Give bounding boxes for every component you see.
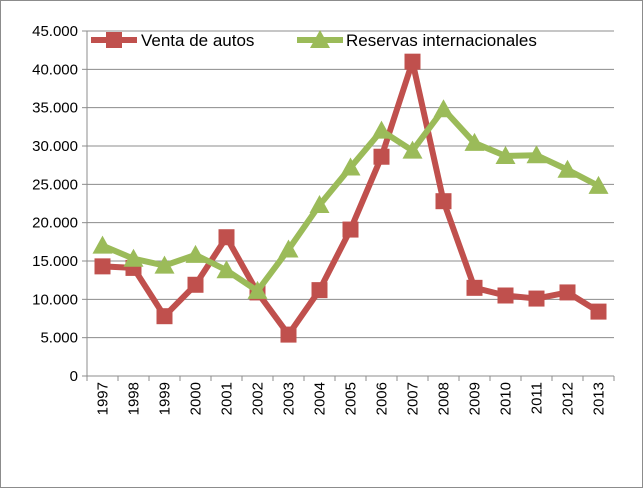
data-point bbox=[154, 255, 175, 274]
data-point bbox=[557, 159, 578, 178]
y-tick-label: 45.000 bbox=[32, 23, 78, 40]
y-tick-labels: 0 5.000 10.000 15.000 20.000 25.000 30.000 35.0… bbox=[32, 23, 78, 385]
data-point bbox=[402, 140, 423, 159]
x-tick-label: 1999 bbox=[157, 382, 174, 415]
x-tick-label: 2012 bbox=[560, 382, 577, 415]
x-tick-label: 1998 bbox=[126, 382, 143, 415]
x-tick-label: 1997 bbox=[95, 382, 112, 415]
x-tick-label: 2009 bbox=[467, 382, 484, 415]
data-point bbox=[247, 280, 268, 299]
data-point bbox=[404, 53, 421, 70]
data-point bbox=[371, 120, 392, 139]
data-point bbox=[588, 175, 609, 194]
legend: Venta de autos Reservas internacionales bbox=[91, 30, 537, 50]
y-tick-label: 25.000 bbox=[32, 176, 78, 193]
x-tick-label: 2006 bbox=[374, 382, 391, 415]
data-point bbox=[123, 248, 144, 267]
data-point bbox=[497, 287, 514, 304]
y-tick-label: 10.000 bbox=[32, 291, 78, 308]
series-2 bbox=[92, 99, 609, 299]
legend-label: Reservas internacionales bbox=[346, 31, 537, 50]
y-tick-label: 35.000 bbox=[32, 100, 78, 117]
data-point bbox=[495, 145, 516, 164]
y-tick-label: 20.000 bbox=[32, 215, 78, 232]
axes bbox=[82, 30, 615, 381]
y-tick-label: 0 bbox=[70, 368, 78, 385]
legend-marker bbox=[310, 30, 330, 48]
x-tick-label: 2005 bbox=[343, 382, 360, 415]
legend-label: Venta de autos bbox=[141, 31, 254, 50]
y-tick-label: 5.000 bbox=[40, 330, 78, 347]
data-point bbox=[466, 279, 483, 296]
data-point bbox=[94, 258, 111, 275]
data-point bbox=[528, 290, 545, 307]
x-tick-label: 2003 bbox=[281, 382, 298, 415]
x-tick-label: 2011 bbox=[529, 382, 546, 414]
data-point bbox=[309, 195, 330, 214]
data-point bbox=[373, 148, 390, 165]
x-tick-label: 2007 bbox=[405, 382, 422, 415]
legend-entry-2: Reservas internacionales bbox=[297, 30, 537, 50]
x-tick-label: 2004 bbox=[312, 382, 329, 415]
y-tick-label: 30.000 bbox=[32, 138, 78, 155]
legend-marker bbox=[106, 32, 122, 48]
data-point bbox=[526, 145, 547, 164]
data-point bbox=[559, 284, 576, 301]
x-tick-label: 2010 bbox=[498, 382, 515, 415]
series-line bbox=[99, 58, 602, 338]
data-point bbox=[156, 308, 173, 325]
series-layer bbox=[92, 53, 609, 343]
data-point bbox=[218, 229, 235, 246]
data-point bbox=[342, 221, 359, 238]
series-line bbox=[99, 106, 602, 294]
data-point bbox=[311, 282, 328, 299]
data-point bbox=[340, 157, 361, 176]
x-tick-label: 2001 bbox=[219, 382, 236, 415]
data-point bbox=[278, 239, 299, 258]
x-tick-label: 2013 bbox=[591, 382, 608, 415]
data-point bbox=[92, 235, 113, 254]
data-point bbox=[280, 326, 297, 343]
gridlines bbox=[87, 30, 614, 339]
data-point bbox=[464, 132, 485, 151]
data-point bbox=[590, 303, 607, 320]
data-point bbox=[435, 193, 452, 210]
x-tick-label: 2000 bbox=[188, 382, 205, 415]
x-tick-labels: 1997 1998 1999 2000 2001 2002 2003 2004 2005 2006… bbox=[95, 382, 608, 415]
data-point bbox=[433, 99, 454, 118]
data-point bbox=[185, 244, 206, 263]
x-tick-label: 2002 bbox=[250, 382, 267, 415]
data-point bbox=[216, 260, 237, 279]
x-tick-label: 2008 bbox=[436, 382, 453, 415]
y-tick-label: 40.000 bbox=[32, 61, 78, 78]
y-tick-label: 15.000 bbox=[32, 253, 78, 270]
legend-entry-1: Venta de autos bbox=[91, 31, 254, 50]
data-point bbox=[187, 276, 204, 293]
